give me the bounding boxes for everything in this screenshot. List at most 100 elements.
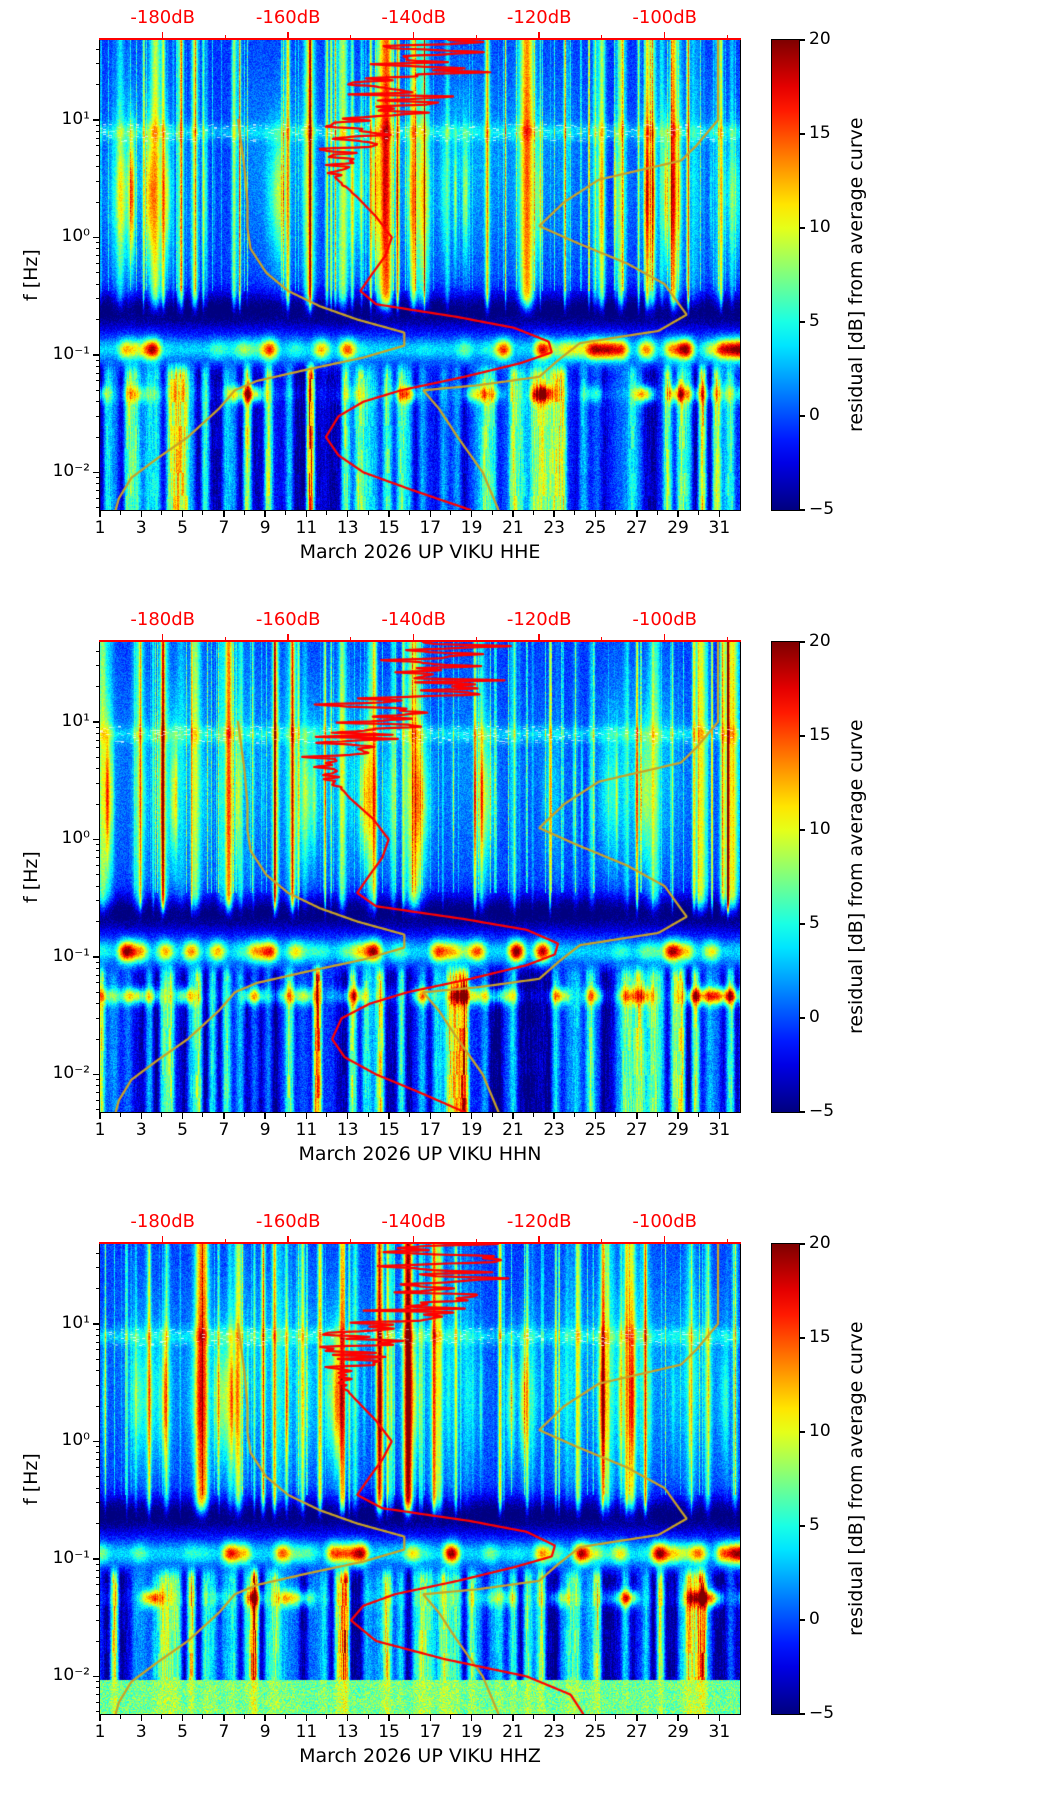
db-axis-spine [99,38,741,40]
db-axis-tick-label: -160dB [255,609,321,630]
time-axis-tick-label: 3 [135,518,147,538]
time-axis-tick [119,511,121,515]
freq-axis-minor-tick [95,747,99,749]
freq-axis-minor-tick [95,1358,99,1360]
freq-axis-minor-tick [95,380,99,382]
freq-axis-minor-tick [95,283,99,285]
colorbar-gradient [772,1244,799,1714]
freq-axis-minor-tick [95,63,99,65]
freq-axis-minor-tick [95,1640,99,1642]
freq-axis-minor-tick [95,1092,99,1094]
freq-axis-minor-tick [95,1502,99,1504]
time-axis-tick [677,511,679,517]
time-axis-tick-label: 17 [419,1120,442,1140]
time-axis-tick [367,1113,369,1117]
freq-axis-tick [93,471,99,474]
time-axis-tick [491,511,493,515]
db-axis-spine [99,1242,741,1244]
time-axis-tick-label: 11 [295,1120,318,1140]
freq-axis-tick-label: 10⁻² [52,1063,90,1084]
db-axis-tick-label: -160dB [255,7,321,28]
freq-axis-minor-tick [95,732,99,734]
colorbar-label: residual [dB] from average curve [845,1321,867,1637]
db-axis-tick-label: -120dB [506,7,572,28]
freq-axis-minor-tick [95,298,99,300]
colorbar-tick [800,39,805,41]
time-axis-tick [346,1715,349,1721]
time-axis-tick-label: 7 [218,1722,230,1742]
colorbar-tick [800,133,805,135]
time-axis-tick-label: 15 [378,518,400,538]
db-axis-tick [663,32,666,38]
time-axis-tick [636,511,638,517]
time-axis-tick [202,511,204,515]
time-axis-tick [305,1715,308,1721]
time-axis-tick [326,1715,328,1719]
freq-axis-tick-label: 10¹ [61,1312,90,1333]
colorbar-tick [800,1713,805,1715]
time-axis-tick [512,511,514,517]
freq-axis-minor-tick [95,145,99,147]
colorbar-tick-label: 5 [809,913,820,933]
freq-axis-tick [93,119,99,121]
time-axis-tick [512,1715,514,1721]
time-axis-tick [718,1113,721,1119]
freq-axis-tick-label: 10⁻¹ [52,1547,90,1568]
freq-axis-tick [93,956,99,958]
spectrogram-canvas [100,642,740,1112]
time-axis-tick-label: 5 [177,518,188,538]
time-axis-tick-label: 9 [259,1120,271,1140]
db-axis-tick [287,634,289,640]
colorbar-tick [800,415,805,417]
time-axis-tick [615,511,617,515]
time-axis-tick-label: 17 [419,518,442,538]
time-axis-tick-label: 11 [295,1722,318,1742]
time-axis-tick [99,1715,101,1721]
freq-axis-minor-tick [95,1288,99,1290]
time-axis-tick-label: 5 [177,1120,188,1140]
freq-axis-minor-tick [95,1711,99,1713]
time-axis-tick [388,511,390,517]
time-axis-tick-label: 23 [543,518,565,538]
freq-axis-minor-tick [95,84,99,86]
freq-axis-minor-tick [95,974,99,976]
freq-axis-tick-label: 10⁰ [61,226,90,247]
freq-axis-minor-tick [95,490,99,492]
freq-axis-minor-tick [95,389,99,391]
freq-axis-minor-tick [95,497,99,499]
time-axis-tick [264,511,266,517]
time-axis-tick [656,511,658,515]
time-axis-tick-label: 27 [625,1722,648,1742]
freq-axis-minor-tick [95,507,99,509]
freq-axis-minor-tick [95,1694,99,1696]
time-axis-tick-label: 13 [336,1120,359,1140]
colorbar-tick [800,1243,805,1245]
freq-axis-minor-tick [95,739,99,741]
time-axis-tick-label: 31 [708,1722,731,1742]
freq-axis-minor-tick [95,991,99,993]
colorbar-tick-label: 0 [809,405,820,425]
freq-axis-minor-tick [95,1487,99,1489]
freq-axis-minor-tick [95,154,99,156]
freq-axis-minor-tick [95,1563,99,1565]
db-axis-tick-label: -100dB [632,609,698,630]
freq-axis-minor-tick [95,1605,99,1607]
freq-axis-minor-tick [95,180,99,182]
freq-axis-minor-tick [95,857,99,859]
freq-axis-minor-tick [95,1017,99,1019]
freq-axis-minor-tick [95,1328,99,1330]
time-axis-tick [264,1113,266,1119]
time-axis-tick [574,1113,576,1117]
freq-axis-minor-tick [95,1079,99,1081]
freq-axis-minor-tick [95,1003,99,1005]
freq-axis-minor-tick [95,201,99,203]
freq-axis-tick [93,1073,99,1076]
time-axis-tick-label: 1 [94,1722,106,1742]
freq-axis-minor-tick [95,1384,99,1386]
db-axis-tick [287,1236,289,1242]
time-axis-tick [243,1715,245,1719]
time-axis-tick [305,1113,308,1119]
time-axis-tick [594,1113,597,1119]
time-axis-tick-label: 21 [502,1120,524,1140]
freq-axis-minor-tick [95,477,99,479]
